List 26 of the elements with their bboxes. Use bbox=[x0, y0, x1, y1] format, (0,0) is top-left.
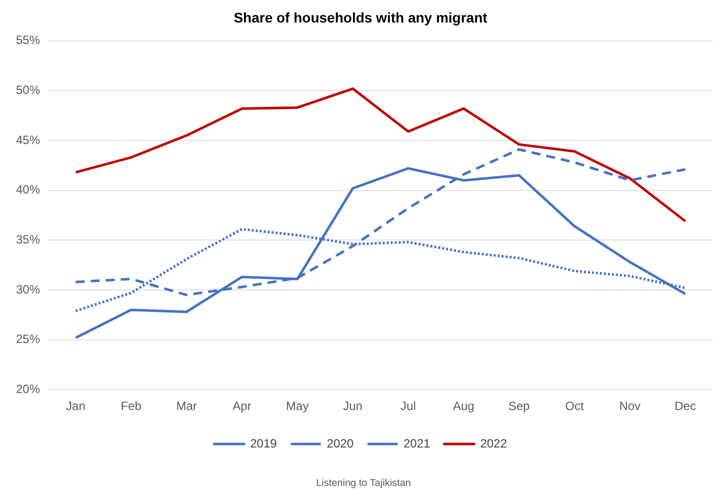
y-tick-label: 45% bbox=[16, 132, 40, 147]
x-tick-label: Mar bbox=[176, 399, 197, 414]
y-tick-label: 40% bbox=[16, 182, 40, 197]
x-tick-label: Jan bbox=[66, 399, 86, 414]
y-tick-label: 50% bbox=[16, 82, 40, 97]
x-tick-label: Feb bbox=[120, 399, 142, 414]
x-tick-label: Apr bbox=[232, 399, 252, 414]
x-tick-label: Aug bbox=[452, 399, 474, 414]
legend-label: 2020 bbox=[326, 436, 354, 450]
y-tick-label: 30% bbox=[16, 282, 40, 296]
x-tick-label: Oct bbox=[565, 399, 584, 414]
x-tick-label: Jul bbox=[400, 399, 416, 414]
chart-title: Share of households with any migrant bbox=[234, 9, 488, 26]
y-tick-label: 55% bbox=[16, 33, 40, 48]
x-tick-label: May bbox=[286, 399, 309, 414]
y-tick-label: 25% bbox=[16, 332, 40, 346]
y-tick-label: 35% bbox=[16, 232, 40, 246]
x-tick-label: Jun bbox=[343, 399, 362, 414]
text: Listening to Tajikistan bbox=[315, 478, 412, 489]
x-tick-label: Nov bbox=[619, 399, 641, 414]
legend-label: 2021 bbox=[404, 436, 431, 450]
x-tick-label: Sep bbox=[508, 399, 530, 414]
y-tick-label: 20% bbox=[16, 382, 40, 396]
legend-label: 2019 bbox=[250, 436, 278, 450]
x-tick-label: Dec bbox=[674, 399, 696, 414]
legend-label: 2022 bbox=[480, 436, 508, 450]
